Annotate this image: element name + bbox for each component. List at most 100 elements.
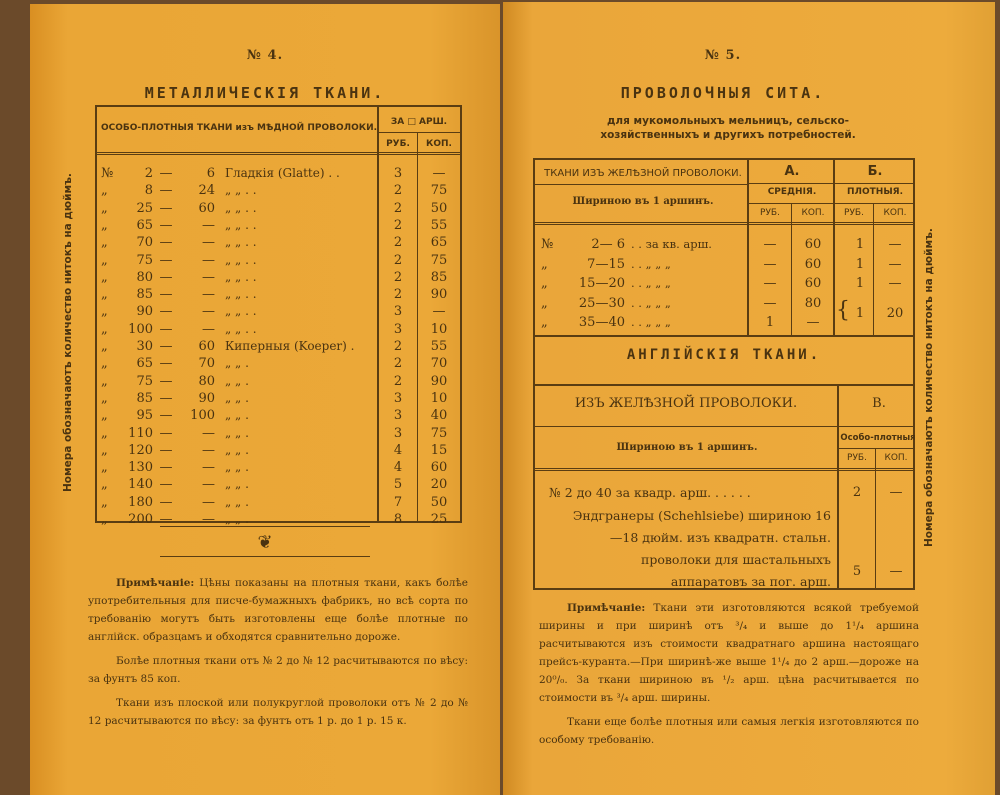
dash: — <box>159 442 173 458</box>
dash: — <box>159 252 173 268</box>
cell-kop: 55 <box>430 217 448 233</box>
dash: — <box>159 512 173 527</box>
cell-to: 60 <box>198 200 215 216</box>
cell-from: 85 <box>136 287 153 303</box>
table-row: „ 95 100 „ „ . 3 40 — <box>97 407 464 424</box>
cell-from: 140 <box>128 477 153 493</box>
cell-mark: „ <box>101 408 108 424</box>
note-text: Ткани изъ плоской или полукруглой провол… <box>88 697 468 727</box>
cell-mark: „ <box>101 425 108 441</box>
cell-a-kop: — <box>806 315 820 330</box>
table-row: „ 140 — „ „ . 5 20 — <box>97 476 464 493</box>
notes: Примѣчаніе: Цѣны показаны на плотныя тка… <box>88 574 468 730</box>
cell-kop: 25 <box>430 512 448 527</box>
cell-from: 110 <box>128 425 153 441</box>
price-header: ЗА □ АРШ. <box>390 117 448 127</box>
cell-mark: „ <box>541 256 548 272</box>
cell-kop: 75 <box>430 425 448 441</box>
table-row: „ 110 — „ „ . 3 75 — <box>97 425 464 442</box>
note-text: Болѣе плотныя ткани отъ № 2 до № 12 расч… <box>88 655 468 685</box>
section-number: № 4. <box>246 48 284 63</box>
cell-rub: 2 <box>393 356 403 372</box>
note-paragraph: Примѣчаніе: Ткани эти изготовляются всяк… <box>539 599 919 707</box>
cell-kop: 90 <box>430 287 448 303</box>
cell-from: 70 <box>136 235 153 251</box>
cell-range: 15—20 <box>578 276 625 291</box>
cell-kop: 10 <box>430 390 448 406</box>
side-note: Номера обозначаютъ количество нитокъ на … <box>62 173 74 492</box>
cell-range: 2— 6 <box>591 237 625 252</box>
cell-kop: 90 <box>430 373 448 389</box>
cell-rub: 3 <box>393 425 403 441</box>
col-kop: КОП. <box>883 208 907 218</box>
cell-rub: 2 <box>393 200 403 216</box>
cell-desc: . . „ „ „ <box>631 276 671 290</box>
cell-from: 75 <box>136 252 153 268</box>
col-kop: КОП. <box>426 139 452 149</box>
cell-from: 75 <box>136 373 153 389</box>
cell-to: 100 <box>190 408 215 424</box>
table-header: ТКАНИ ИЗЪ ЖЕЛѢЗНОЙ ПРОВОЛОКИ. <box>544 168 742 179</box>
cell-to: — <box>202 269 215 285</box>
dash: — <box>159 339 173 354</box>
cell-from: 120 <box>128 442 153 458</box>
cell-to: — <box>202 477 215 493</box>
table-row: „ 7—15 . . „ „ „ — 60 1 — <box>535 256 917 273</box>
table-row: „ 8 24 „ „ . . 2 75 — <box>97 182 464 199</box>
cell-from: 80 <box>136 269 153 285</box>
cell-desc: Киперныя (Koeper) . <box>225 339 355 353</box>
cell-desc: . . „ „ „ <box>631 256 671 271</box>
line2-desc: Эндгранеры (Schehlsiebe) шириною 16—18 д… <box>572 508 831 589</box>
col-rub: РУБ. <box>760 208 780 218</box>
cell-from: 90 <box>136 304 153 320</box>
cell-kop: 70 <box>430 356 448 372</box>
ornament: ❦ <box>257 532 273 553</box>
cell-mark: „ <box>101 304 108 320</box>
cell-to: 80 <box>198 373 215 389</box>
dash: — <box>159 390 173 406</box>
cell-mark: „ <box>101 339 108 354</box>
cell-kop: 15 <box>430 442 448 458</box>
dash: — <box>159 321 173 337</box>
cell-mark: „ <box>101 287 108 303</box>
cell-desc: . . „ „ „ <box>631 295 671 310</box>
cell-b-kop: — <box>888 237 902 252</box>
col-rub: РУБ. <box>847 453 867 463</box>
cell-from: 200 <box>128 512 153 527</box>
cell-to: — <box>202 460 215 476</box>
cell-a-rub: 1 <box>765 315 775 330</box>
cell-kop: 10 <box>430 321 448 337</box>
cell-a-rub: — <box>763 256 777 272</box>
notes: Примѣчаніе: Ткани эти изготовляются всяк… <box>539 599 919 749</box>
dash: — <box>159 460 173 476</box>
cell-desc: „ „ . . <box>225 217 257 232</box>
dash: — <box>159 477 173 493</box>
cell-mark: „ <box>101 512 108 527</box>
cell-rub: 3 <box>393 408 403 424</box>
cell-desc: . . „ „ „ <box>631 315 671 329</box>
cell-a-rub: — <box>763 237 777 252</box>
cell-to: — <box>202 494 215 510</box>
section-subtitle: для мукомольныхъ мельницъ, сельско-хозяй… <box>600 115 856 141</box>
cell-mark: „ <box>101 183 108 199</box>
dash: — <box>159 166 173 181</box>
table-row: „ 200 — „ „ . 8 25 — <box>97 511 464 528</box>
cell-desc: „ „ . <box>225 494 249 509</box>
cell-kop: 50 <box>430 494 448 510</box>
cell-b-rub: 1 <box>855 276 865 291</box>
cell-rub: 2 <box>393 183 403 199</box>
cell-a-kop: 60 <box>804 276 822 291</box>
cell-b-kop: 20 <box>886 305 904 321</box>
width-label: Шириною въ 1 аршинъ. <box>616 442 758 453</box>
cell-desc: „ „ . . <box>225 321 257 336</box>
cell-rub: 8 <box>393 512 403 527</box>
cell-rub: 2 <box>393 235 403 251</box>
table-row: „ 85 — „ „ . . 2 90 — <box>97 286 464 303</box>
col-rub: РУБ. <box>386 139 410 149</box>
cell-from: 25 <box>136 200 153 216</box>
cell-mark: „ <box>101 460 108 476</box>
col-a-sub: СРЕДНІЯ. <box>767 187 817 197</box>
cell-rub: 4 <box>393 460 403 476</box>
cell-desc: „ „ . <box>225 425 249 440</box>
line1-kop: — <box>889 485 903 500</box>
